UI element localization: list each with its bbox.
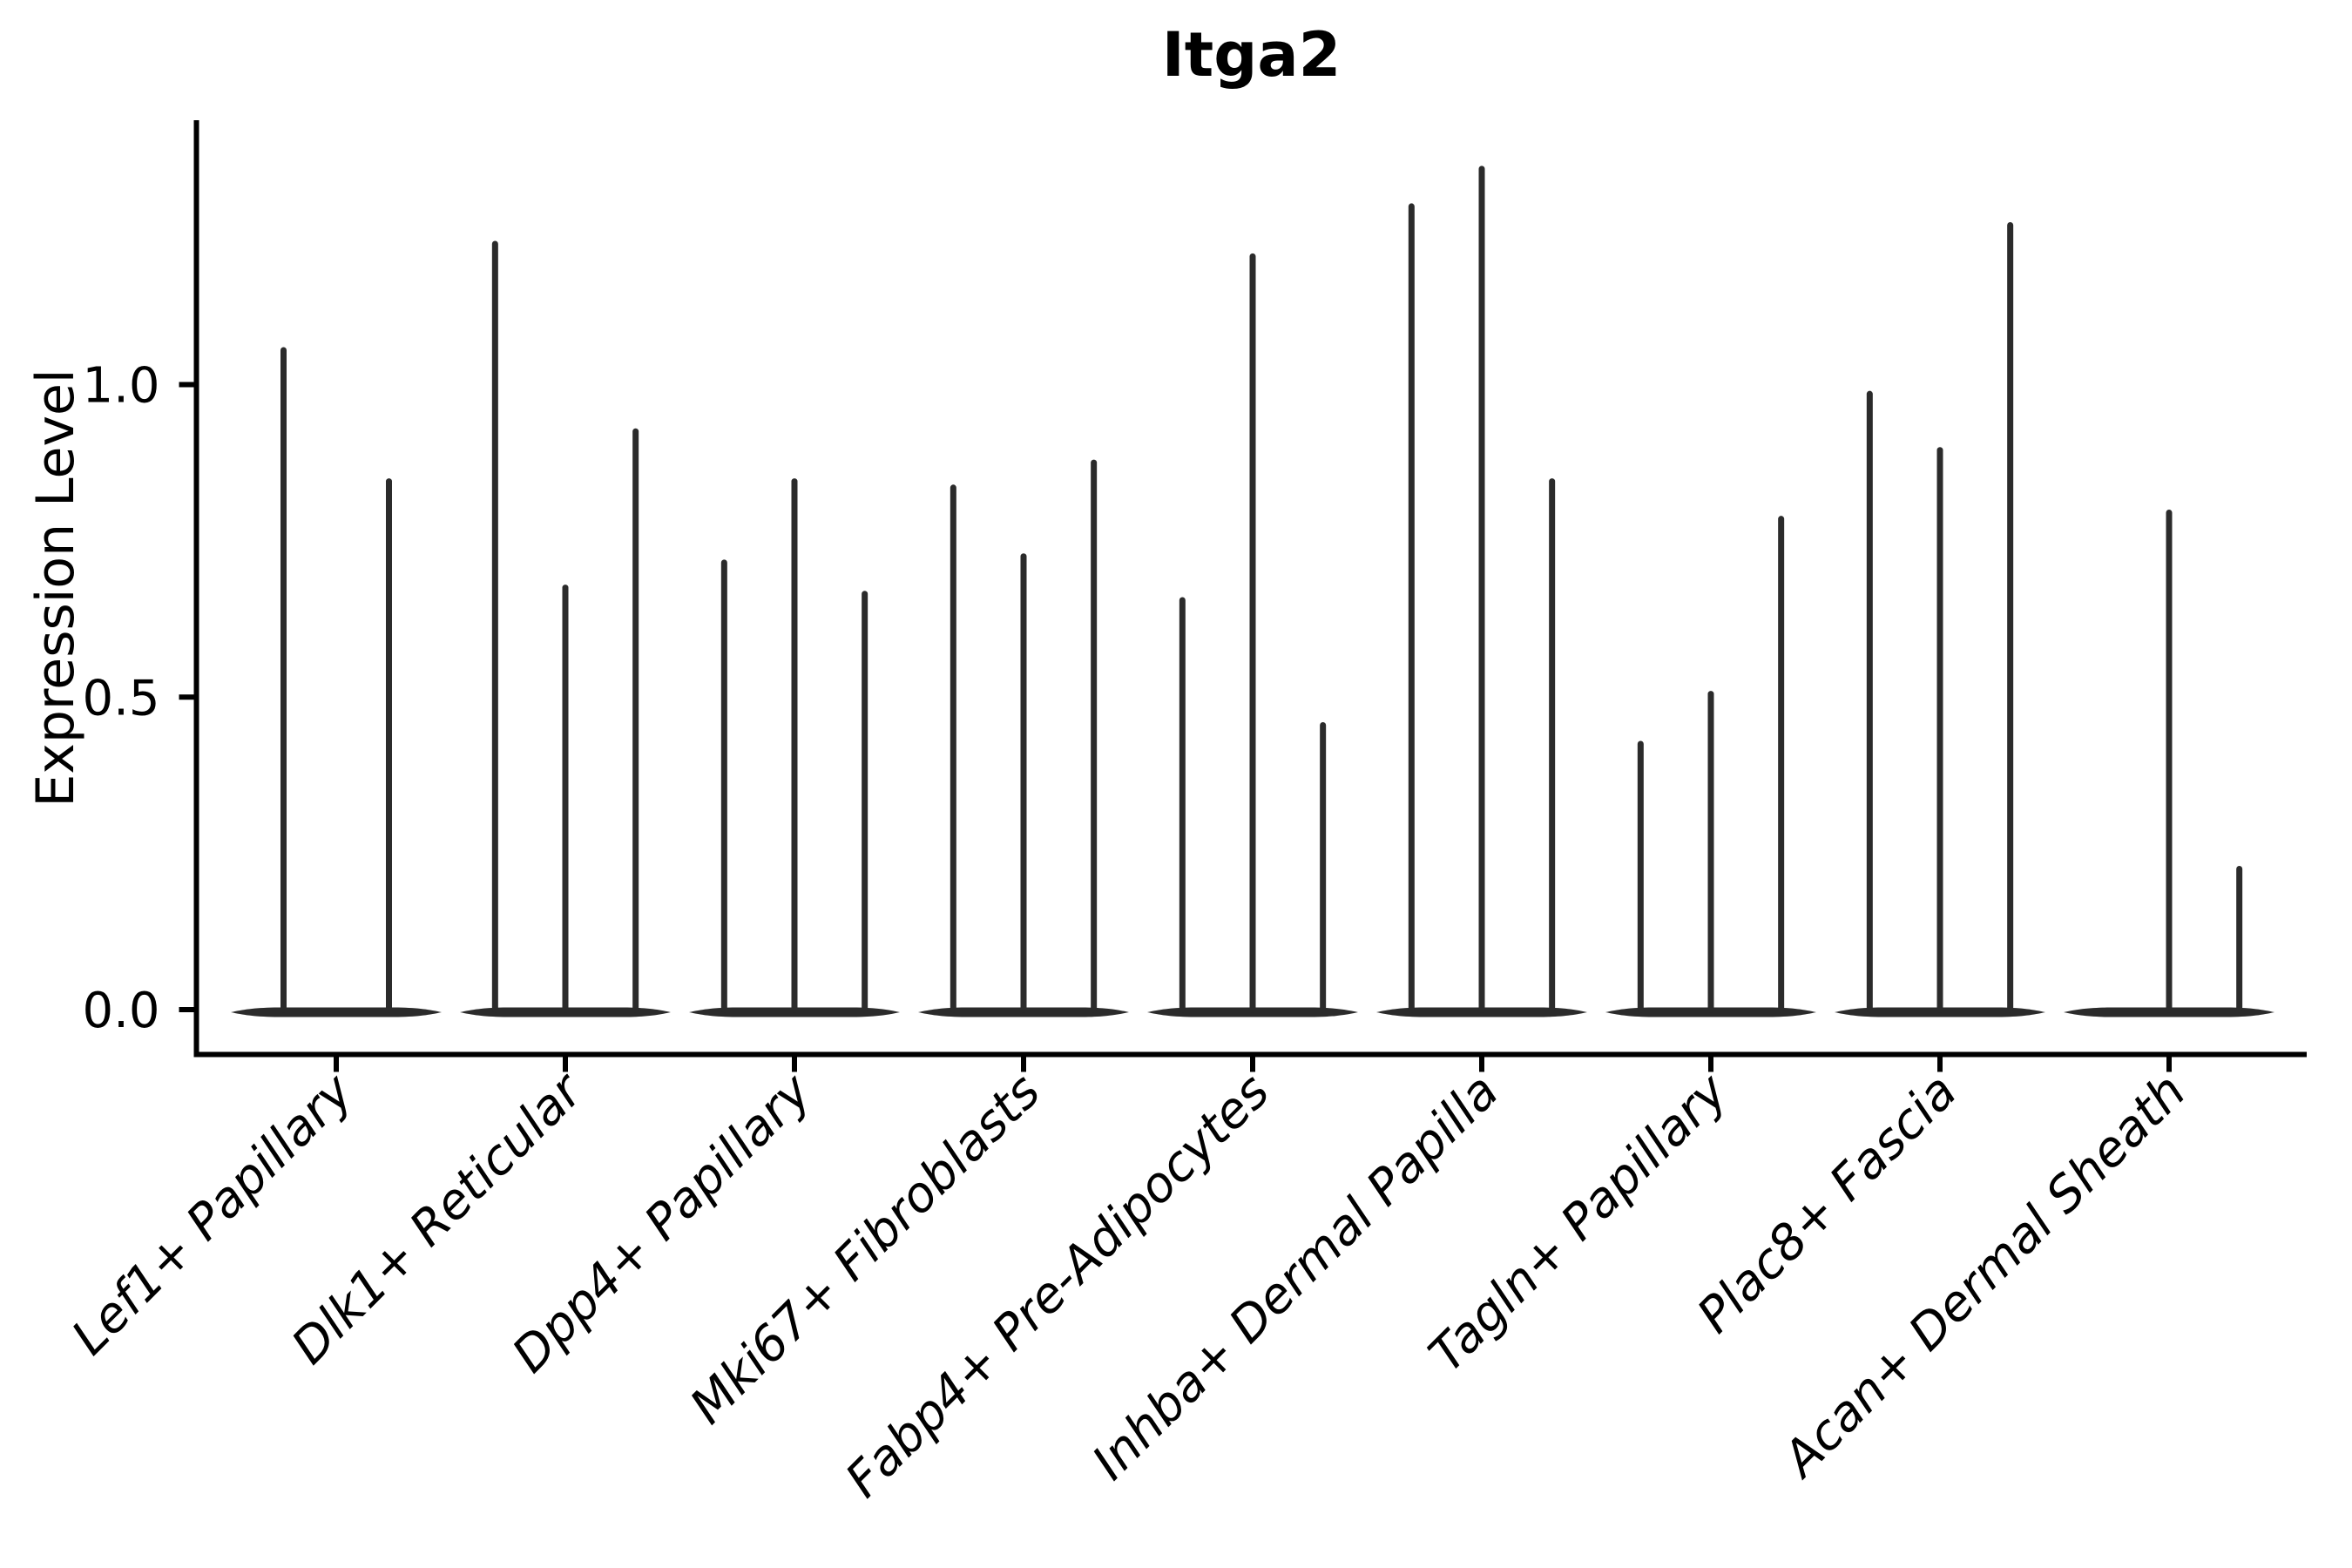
x-tick-label: Fabp4+ Pre-Adipocytes [835,1063,1281,1508]
y-tick-mark [179,694,194,700]
y-axis-spine [193,120,199,1058]
x-tick-mark [334,1057,339,1072]
x-tick-mark [1479,1057,1484,1072]
x-tick-mark [1250,1057,1255,1072]
x-tick-mark [1021,1057,1026,1072]
x-tick-label: Acan+ Dermal Sheath [1771,1063,2197,1489]
x-tick-label: Inhba+ Dermal Papilla [1082,1063,1510,1490]
x-tick-mark [563,1057,568,1072]
x-axis-spine [193,1051,2307,1058]
y-tick-mark [179,382,194,388]
x-tick-mark [1708,1057,1713,1072]
y-tick-label: 1.0 [82,358,159,415]
x-tick-mark [1937,1057,1943,1072]
x-tick-mark [2166,1057,2172,1072]
y-tick-label: 0.0 [82,983,159,1039]
y-tick-mark [179,1007,194,1012]
chart-title: Itga2 [1161,19,1342,91]
x-tick-mark [792,1057,797,1072]
y-tick-label: 0.5 [82,670,159,727]
violin-base [231,1007,442,1017]
